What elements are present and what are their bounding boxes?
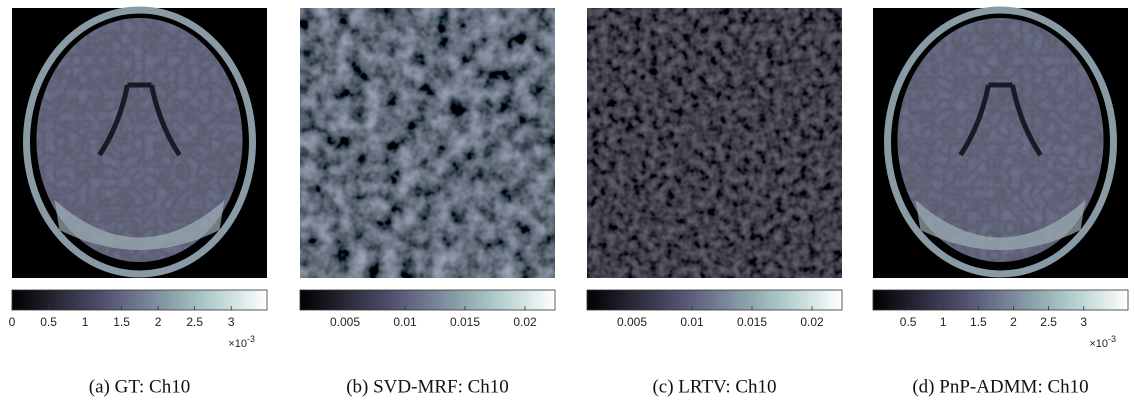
exponent-power: -3 [1108, 334, 1116, 344]
colorbar-tick-label: 3 [1080, 315, 1087, 329]
image-noise [587, 8, 842, 278]
colorbar-tick-label: 0 [9, 315, 16, 329]
colorbar-tick-label: 1.5 [113, 315, 130, 329]
skull [884, 6, 1117, 278]
colorbar-tick-label: 3 [228, 315, 235, 329]
colorbar [586, 289, 843, 311]
colorbar-tick-label: 1.5 [970, 315, 987, 329]
colorbar-tick-label: 2.5 [186, 315, 203, 329]
colorbar-tick-label: 2.5 [1040, 315, 1057, 329]
colorbar-tick-label: 0.01 [393, 315, 417, 329]
colorbar-tick-label: 0.02 [513, 315, 537, 329]
exponent-base: ×10 [1089, 338, 1108, 350]
colorbar-tick-label: 1 [940, 315, 947, 329]
brain [36, 18, 243, 262]
caption: (a) GT: Ch10 [89, 376, 190, 397]
colorbar-tick-label: 0.02 [800, 315, 824, 329]
skull [23, 6, 256, 278]
lower-bright [54, 200, 225, 250]
colorbar-exponent: ×10-3 [228, 334, 255, 350]
colorbar [299, 289, 556, 311]
exponent-base: ×10 [228, 338, 247, 350]
colorbar-tick-label: 2 [155, 315, 162, 329]
colorbar-tick-label: 0.005 [617, 315, 647, 329]
image-noise [300, 8, 555, 278]
exponent-power: -3 [247, 334, 255, 344]
colorbar-exponent: ×10-3 [1089, 334, 1116, 350]
colorbar-tick-label: 2 [1010, 315, 1017, 329]
colorbar-tick-label: 0.015 [450, 315, 480, 329]
caption: (d) PnP-ADMM: Ch10 [912, 376, 1088, 397]
colorbar [872, 289, 1129, 311]
caption: (b) SVD-MRF: Ch10 [346, 376, 509, 397]
brain [897, 18, 1104, 262]
colorbar-tick-label: 1 [82, 315, 89, 329]
caption: (c) LRTV: Ch10 [652, 376, 776, 397]
colorbar-tick-label: 0.5 [40, 315, 57, 329]
ventricle [97, 82, 182, 157]
colorbar [11, 289, 268, 311]
ventricle [958, 82, 1043, 157]
colorbar-tick-label: 0.5 [900, 315, 917, 329]
colorbar-tick-label: 0.005 [330, 315, 360, 329]
colorbar-tick-label: 0.015 [737, 315, 767, 329]
lower-bright [915, 200, 1086, 250]
colorbar-tick-label: 0.01 [680, 315, 704, 329]
